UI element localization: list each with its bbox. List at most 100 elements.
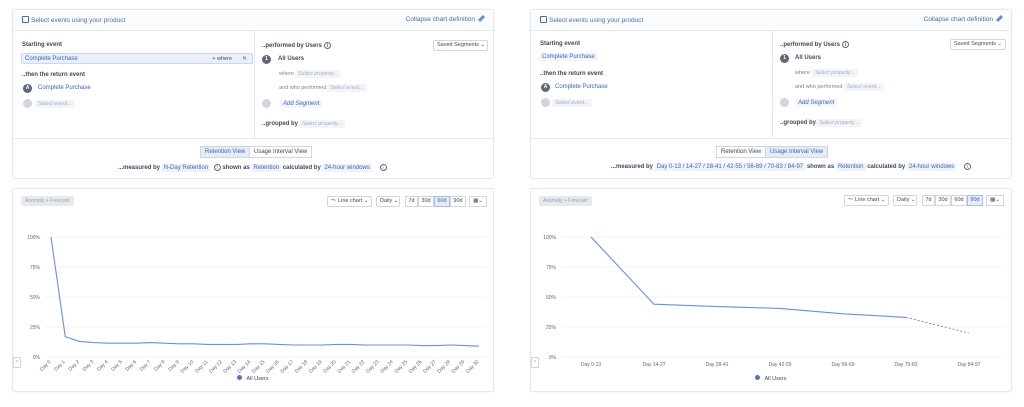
legend-label: All Users (246, 376, 269, 382)
segment-all-users[interactable]: All Users (795, 55, 822, 61)
grouped-by-label: ..grouped by (780, 120, 816, 126)
x-tick-label: Day 17 (280, 359, 296, 375)
calculated-by-label: calculated by (282, 165, 321, 171)
return-event-value[interactable]: Complete Purchase (38, 85, 91, 91)
performed-by-text: ..performed by Users (780, 42, 841, 48)
info-icon[interactable]: i (213, 164, 221, 171)
chart-definition: Select events using your product Collaps… (12, 9, 494, 179)
line-chart-icon: 〜 (331, 198, 337, 204)
chart-type-label: Line chart (338, 198, 363, 204)
x-tick-label: Day 8 (153, 359, 167, 373)
calendar-dropdown[interactable]: ▦⌄ (986, 195, 1004, 206)
x-tick-label: Day 1 (53, 359, 67, 373)
select-property-field[interactable]: Select property... (812, 69, 858, 77)
add-segment-button[interactable]: Add Segment (795, 99, 838, 107)
anomaly-forecast-toggle[interactable]: Anomaly + Forecast (21, 196, 74, 206)
scroll-left-button[interactable]: ‹ (531, 357, 539, 368)
collapse-definition-button[interactable]: Collapse chart definition (406, 14, 486, 23)
x-tick-label: Day 16 (265, 359, 281, 375)
group-property-field[interactable]: Select property... (816, 119, 862, 127)
info-icon[interactable]: i (324, 42, 332, 49)
shown-as-label: shown as (222, 165, 250, 171)
return-event-label: ..then the return event (540, 71, 604, 77)
select-events-link[interactable]: Select events using your product (540, 16, 643, 24)
collapse-label: Collapse chart definition (923, 16, 993, 23)
saved-segments-button[interactable]: Saved Segments ⌄ (950, 39, 1006, 50)
range-90d[interactable]: 90d (967, 195, 983, 206)
x-tick-label: Day 29 (451, 359, 467, 375)
info-icon[interactable]: i (379, 164, 387, 171)
chart-type-dropdown[interactable]: 〜 Line chart ⌄ (327, 196, 372, 207)
calendar-dropdown[interactable]: ▦⌄ (469, 196, 487, 207)
sigma-icon (540, 16, 547, 23)
x-tick-label: Day 6 (125, 359, 139, 373)
range-30d[interactable]: 30d (418, 196, 434, 207)
series-line (50, 236, 480, 347)
select-events-link[interactable]: Select events using your product (22, 16, 125, 24)
shown-as-label: shown as (806, 164, 835, 170)
shown-as-value[interactable]: Retention (835, 163, 866, 171)
tab-retention-view[interactable]: Retention View (716, 146, 767, 158)
range-7d[interactable]: 7d (405, 196, 418, 207)
range-30d[interactable]: 30d (935, 195, 951, 206)
add-segment-button[interactable]: Add Segment (280, 100, 323, 108)
performed-event-field[interactable]: Select event... (844, 83, 884, 91)
info-icon[interactable]: i (963, 163, 971, 170)
interval-dropdown[interactable]: Daily ⌄ (376, 196, 400, 207)
calculated-by-value[interactable]: 24-hour windows (322, 164, 372, 172)
scroll-left-button[interactable]: ‹ (13, 357, 21, 368)
return-event-value[interactable]: Complete Purchase (555, 84, 608, 90)
legend-dot (755, 375, 761, 380)
line-chart-icon: 〜 (848, 197, 854, 203)
select-property-field[interactable]: Select property... (295, 70, 341, 78)
calendar-icon: ▦ (990, 197, 996, 203)
event-marker-a: A (23, 84, 32, 93)
x-tick-label: Day 5 (110, 359, 124, 373)
chart-type-dropdown[interactable]: 〜 Line chart ⌄ (844, 195, 889, 206)
shown-as-value[interactable]: Retention (251, 164, 282, 172)
add-where-button[interactable]: + where (212, 56, 232, 62)
y-tick-label: 25% (30, 325, 41, 331)
range-60d[interactable]: 60d (434, 196, 450, 207)
starting-event-field[interactable]: Complete Purchase + where ✕ (21, 53, 253, 64)
legend-label: All Users (764, 376, 787, 382)
select-events-label: Select events using your product (31, 17, 126, 24)
y-tick-label: 75% (546, 265, 557, 271)
column-divider (254, 31, 255, 138)
select-event-field[interactable]: Select event... (35, 100, 75, 108)
performed-event-field[interactable]: Select event... (327, 84, 367, 92)
grouped-by-label: ..grouped by (262, 121, 298, 127)
range-90d[interactable]: 90d (450, 196, 466, 207)
chart-definition: Select events using your product Collaps… (530, 9, 1012, 179)
legend-dot (237, 375, 243, 380)
select-event-field[interactable]: Select event... (552, 99, 592, 107)
starting-event-value[interactable]: Complete Purchase (539, 53, 598, 61)
calculated-by-value[interactable]: 24-hour windows (906, 163, 957, 171)
add-segment-icon (780, 98, 789, 107)
range-60d[interactable]: 60d (951, 195, 967, 206)
tab-retention-view[interactable]: Retention View (200, 146, 251, 158)
x-tick-label: Day 22 (351, 359, 367, 375)
tab-usage-interval-view[interactable]: Usage Interval View (765, 146, 829, 158)
retention-line-chart: 0% 25% 50% 75% 100% Day 0 Day 1 Day 2 Day 3 Day 4… (27, 235, 487, 375)
interval-dropdown[interactable]: Daily ⌄ (893, 195, 917, 206)
definition-header: Select events using your product Collaps… (531, 10, 1011, 31)
measured-by-value[interactable]: N-Day Retention (161, 164, 211, 172)
close-icon[interactable]: ✕ (241, 56, 247, 62)
select-events-label: Select events using your product (549, 17, 644, 24)
saved-segments-button[interactable]: Saved Segments ⌄ (433, 40, 488, 51)
collapse-definition-button[interactable]: Collapse chart definition (923, 14, 1004, 23)
anomaly-forecast-toggle[interactable]: Anomaly + Forecast (539, 196, 592, 206)
x-tick-label: Day 27 (422, 359, 438, 375)
range-7d[interactable]: 7d (922, 195, 935, 206)
group-property-field[interactable]: Select property... (299, 120, 345, 128)
measured-by-value[interactable]: Day 0-13 / 14-27 / 28-41 / 42-55 / 56-69… (654, 163, 806, 171)
info-icon[interactable]: i (842, 41, 850, 48)
x-tick-label: Day 12 (208, 359, 224, 375)
calendar-icon: ▦ (473, 198, 479, 204)
tab-usage-interval-view[interactable]: Usage Interval View (249, 146, 313, 158)
segment-all-users[interactable]: All Users (278, 56, 305, 62)
x-tick-label: Day 13 (222, 359, 238, 375)
event-marker-empty (541, 98, 550, 107)
x-tick-label: Day 7 (139, 359, 153, 373)
